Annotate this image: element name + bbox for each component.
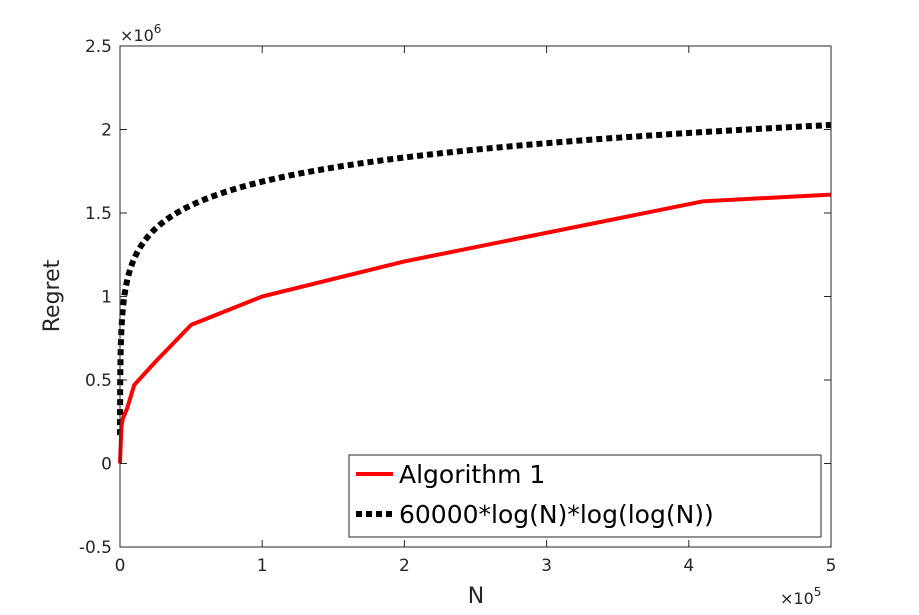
series-algorithm-1-line [118,192,832,464]
legend-label-bound: 60000*log(N)*log(log(N)) [399,500,714,529]
y-multiplier-label: ×106 [120,22,161,45]
y-tick-label: 2 [101,121,112,141]
x-axis-label: N [468,584,484,609]
y-tick-label: 0.5 [85,371,112,391]
series-layer [117,122,832,464]
y-axis-label: Regret [40,259,65,332]
y-tick-label: 2.5 [85,37,112,57]
ticks-layer: 0 1 2 3 4 5-0.500.511.522.5 [79,37,837,576]
y-multiplier-exp: 6 [154,22,162,36]
legend: Algorithm 1 60000*log(N)*log(log(N)) [348,454,822,538]
x-multiplier-label: ×105 [780,585,821,608]
y-tick-label: 1.5 [85,204,112,224]
legend-box [348,454,822,538]
x-tick-label: 2 [399,556,410,576]
x-tick-label: 0 [115,556,126,576]
y-tick-label: 0 [101,455,112,475]
x-multiplier-base: ×10 [780,589,814,608]
y-tick-label: -0.5 [79,538,112,558]
x-tick-label: 4 [683,556,694,576]
x-tick-label: 5 [826,556,837,576]
y-tick-label: 1 [101,288,112,308]
y-multiplier-base: ×10 [120,26,154,45]
legend-label-algorithm-1: Algorithm 1 [399,460,545,489]
x-tick-label: 1 [257,556,268,576]
x-multiplier-exp: 5 [814,585,822,599]
x-tick-label: 3 [541,556,552,576]
